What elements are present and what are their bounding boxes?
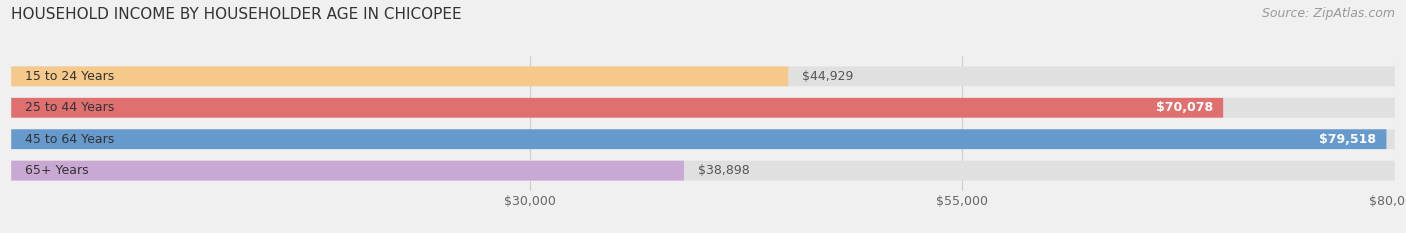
- Text: 25 to 44 Years: 25 to 44 Years: [25, 101, 114, 114]
- Text: HOUSEHOLD INCOME BY HOUSEHOLDER AGE IN CHICOPEE: HOUSEHOLD INCOME BY HOUSEHOLDER AGE IN C…: [11, 7, 463, 22]
- FancyBboxPatch shape: [11, 98, 1223, 118]
- FancyBboxPatch shape: [11, 98, 1395, 118]
- FancyBboxPatch shape: [11, 66, 1395, 86]
- Text: Source: ZipAtlas.com: Source: ZipAtlas.com: [1261, 7, 1395, 20]
- FancyBboxPatch shape: [11, 129, 1386, 149]
- FancyBboxPatch shape: [11, 161, 1395, 181]
- Text: 45 to 64 Years: 45 to 64 Years: [25, 133, 114, 146]
- Text: $70,078: $70,078: [1156, 101, 1213, 114]
- Text: 65+ Years: 65+ Years: [25, 164, 89, 177]
- Text: $38,898: $38,898: [697, 164, 749, 177]
- Text: $79,518: $79,518: [1319, 133, 1376, 146]
- Text: $44,929: $44,929: [801, 70, 853, 83]
- FancyBboxPatch shape: [11, 66, 789, 86]
- FancyBboxPatch shape: [11, 129, 1395, 149]
- Text: 15 to 24 Years: 15 to 24 Years: [25, 70, 114, 83]
- FancyBboxPatch shape: [11, 161, 683, 181]
